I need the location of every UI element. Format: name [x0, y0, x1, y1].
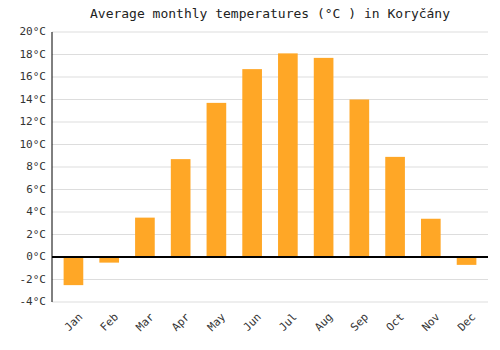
- chart-container: -4°C -2°C 0°C 2°C 4°C 6°C 8°C 10°C 12°C 14°C 16°C 1…: [0, 0, 500, 350]
- y-tick-label: 6°C: [26, 183, 46, 196]
- title: Average monthly temperatures (°C ) in Ko…: [90, 6, 450, 21]
- y-tick-label: 8°C: [26, 160, 46, 173]
- zero-line: [52, 256, 488, 258]
- grid-line: [52, 144, 488, 145]
- x-tick-label: Oct: [384, 311, 407, 334]
- grid-line: [52, 122, 488, 123]
- bar: [421, 219, 441, 257]
- bar: [135, 218, 155, 257]
- grid-line: [52, 77, 488, 78]
- bar: [350, 100, 370, 258]
- x-tick-label: Nov: [419, 310, 443, 334]
- y-tick-label: 0°C: [26, 250, 46, 263]
- grid-line: [52, 189, 488, 190]
- grid: [52, 32, 488, 302]
- y-tick-label: 2°C: [26, 228, 46, 241]
- x-tick-label: Jul: [276, 311, 299, 334]
- y-tick-label: -4°C: [20, 295, 47, 308]
- x-tick-label: Sep: [348, 311, 371, 334]
- bars: [64, 53, 477, 285]
- x-tick-label: Apr: [169, 310, 193, 334]
- x-tick-label: Mar: [133, 310, 157, 334]
- x-tick-label: Dec: [455, 311, 478, 334]
- y-tick-label: 20°C: [20, 25, 47, 38]
- grid-line: [52, 32, 488, 33]
- bar: [278, 53, 298, 257]
- y-tick-label: -2°C: [20, 273, 47, 286]
- y-tick-label: 18°C: [20, 48, 47, 61]
- y-tick-label: 16°C: [20, 70, 47, 83]
- bar: [314, 58, 334, 257]
- x-tick-label: Jun: [241, 311, 264, 334]
- x-axis: Jan Feb Mar Apr May Jun Jul Aug Sep Oct Nov Dec: [62, 310, 478, 334]
- y-axis: -4°C -2°C 0°C 2°C 4°C 6°C 8°C 10°C 12°C 14°C 16°C 1…: [20, 25, 47, 308]
- bar: [171, 159, 191, 257]
- grid-line: [52, 302, 488, 303]
- y-tick-label: 12°C: [20, 115, 47, 128]
- bar: [64, 257, 84, 285]
- x-tick-label: Jan: [62, 311, 85, 334]
- x-tick-label: Aug: [312, 311, 335, 334]
- grid-line: [52, 99, 488, 100]
- grid-line: [52, 212, 488, 213]
- grid-line: [52, 279, 488, 280]
- y-tick-label: 14°C: [20, 93, 47, 106]
- x-tick-label: Feb: [98, 311, 121, 334]
- chart: -4°C -2°C 0°C 2°C 4°C 6°C 8°C 10°C 12°C 14°C 16°C 1…: [0, 0, 500, 350]
- bar: [457, 257, 477, 265]
- y-tick-label: 4°C: [26, 205, 46, 218]
- bar: [207, 103, 227, 257]
- grid-line: [52, 54, 488, 55]
- y-tick-label: 10°C: [20, 138, 47, 151]
- x-tick-label: May: [205, 310, 229, 334]
- y-axis-line: [52, 32, 53, 302]
- bar: [385, 157, 405, 257]
- bar: [242, 69, 262, 257]
- grid-line: [52, 167, 488, 168]
- grid-line: [52, 257, 488, 258]
